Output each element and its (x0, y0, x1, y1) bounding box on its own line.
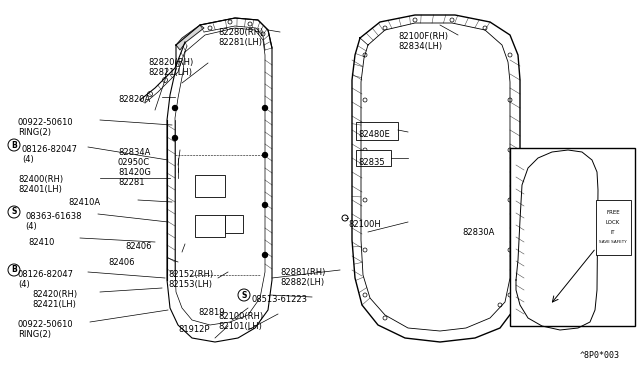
Text: 82100(RH): 82100(RH) (218, 312, 263, 321)
Text: 82830(RH): 82830(RH) (518, 198, 563, 207)
Circle shape (173, 135, 177, 141)
Text: LOCK: LOCK (606, 219, 620, 224)
Circle shape (262, 253, 268, 257)
Text: 82819: 82819 (198, 308, 225, 317)
Text: 82421(LH): 82421(LH) (32, 300, 76, 309)
Text: 82100F(RH): 82100F(RH) (398, 32, 448, 41)
Text: 82101(LH): 82101(LH) (218, 322, 262, 331)
Text: 00922-50610: 00922-50610 (18, 118, 74, 127)
Text: 82410: 82410 (28, 238, 54, 247)
Text: 82831(LH): 82831(LH) (518, 208, 562, 217)
Text: RING(2): RING(2) (18, 330, 51, 339)
Text: RING(2): RING(2) (18, 128, 51, 137)
Text: 82406: 82406 (125, 242, 152, 251)
Circle shape (262, 106, 268, 110)
Text: 82400(RH): 82400(RH) (18, 175, 63, 184)
Text: IT: IT (611, 230, 615, 234)
Text: 02950C: 02950C (118, 158, 150, 167)
Text: 82830A: 82830A (462, 228, 494, 237)
Bar (225, 215, 243, 233)
Text: 82281(LH): 82281(LH) (218, 38, 262, 47)
Text: 82406: 82406 (108, 258, 134, 267)
Text: S: S (12, 208, 17, 217)
Text: FREE: FREE (606, 209, 620, 215)
Text: 82882(LH): 82882(LH) (280, 278, 324, 287)
Text: 82820A: 82820A (118, 95, 150, 104)
Text: 82834A: 82834A (118, 148, 150, 157)
Text: 81912P: 81912P (178, 325, 209, 334)
Text: 08126-82047: 08126-82047 (18, 270, 74, 279)
Text: B: B (11, 141, 17, 150)
Bar (510, 148, 635, 326)
Text: 82480E: 82480E (358, 130, 390, 139)
Circle shape (173, 106, 177, 110)
Text: B: B (11, 266, 17, 275)
Text: 82820(RH): 82820(RH) (148, 58, 193, 67)
Text: 08513-61223: 08513-61223 (252, 295, 308, 304)
Text: S: S (241, 291, 246, 299)
Text: 08126-82047: 08126-82047 (22, 145, 78, 154)
Text: 82410A: 82410A (68, 198, 100, 207)
Bar (356, 150, 391, 166)
Text: 82881(RH): 82881(RH) (280, 268, 325, 277)
Text: 82280(RH): 82280(RH) (218, 28, 263, 37)
Circle shape (262, 153, 268, 157)
Text: 82420(RH): 82420(RH) (32, 290, 77, 299)
Bar (596, 200, 631, 255)
Text: 82100H: 82100H (348, 220, 381, 229)
Text: 82153(LH): 82153(LH) (168, 280, 212, 289)
Text: 00922-50610: 00922-50610 (18, 320, 74, 329)
Text: 82834(LH): 82834(LH) (398, 42, 442, 51)
Text: 82281: 82281 (118, 178, 145, 187)
Text: 82401(LH): 82401(LH) (18, 185, 62, 194)
Text: (4): (4) (25, 222, 36, 231)
Text: 82821(LH): 82821(LH) (148, 68, 192, 77)
Bar (195, 175, 225, 197)
Text: 81420G: 81420G (118, 168, 151, 177)
Text: (4): (4) (18, 280, 29, 289)
Text: 82152(RH): 82152(RH) (168, 270, 213, 279)
Text: 08363-61638: 08363-61638 (25, 212, 81, 221)
Text: SAVE SAFETY: SAVE SAFETY (599, 240, 627, 244)
Text: 81912P: 81912P (556, 148, 588, 157)
Bar (195, 215, 225, 237)
Bar (356, 122, 398, 140)
Text: 82835: 82835 (358, 158, 385, 167)
Text: ^8P0*003: ^8P0*003 (580, 351, 620, 360)
Polygon shape (176, 25, 204, 50)
Text: (4): (4) (22, 155, 34, 164)
Circle shape (262, 202, 268, 208)
